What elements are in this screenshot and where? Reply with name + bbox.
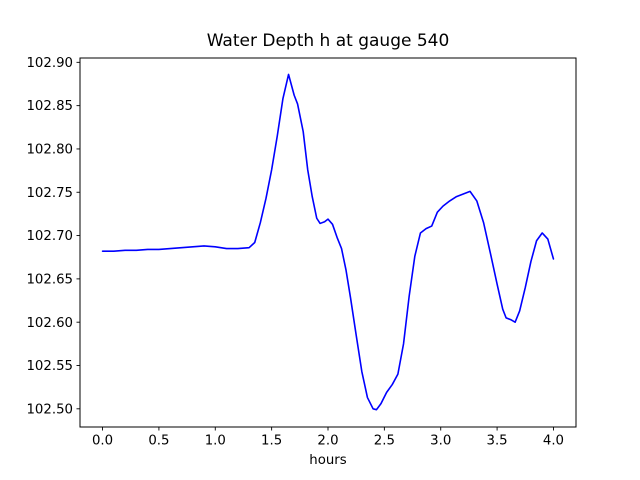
y-tick-label: 102.85 bbox=[26, 99, 73, 114]
x-tick-label: 3.5 bbox=[487, 434, 508, 449]
depth-line bbox=[101, 73, 555, 411]
x-tick-label: 0.0 bbox=[92, 434, 113, 449]
chart-title: Water Depth h at gauge 540 bbox=[207, 31, 450, 51]
plot-area: 0.0 0.5 1.0 1.5 2.0 2.5 3.0 3.5 4.0 102.50 102.55 1… bbox=[26, 56, 564, 449]
x-tick-label: 0.5 bbox=[148, 434, 169, 449]
x-tick-label: 1.5 bbox=[261, 434, 282, 449]
y-tick-label: 102.90 bbox=[26, 56, 73, 71]
y-tick-label: 102.75 bbox=[26, 186, 73, 201]
y-tick-label: 102.60 bbox=[26, 316, 73, 331]
plot-border bbox=[79, 57, 577, 428]
x-tick-label: 4.0 bbox=[543, 434, 564, 449]
x-tick-label: 1.0 bbox=[205, 434, 226, 449]
x-tick-label: 3.0 bbox=[430, 434, 451, 449]
x-tick-label: 2.5 bbox=[374, 434, 395, 449]
y-tick-label: 102.50 bbox=[26, 402, 73, 417]
y-tick-label: 102.55 bbox=[26, 359, 73, 374]
x-tick-label: 2.0 bbox=[317, 434, 338, 449]
x-axis-label: hours bbox=[309, 453, 346, 468]
y-tick-label: 102.70 bbox=[26, 229, 73, 244]
y-tick-label: 102.80 bbox=[26, 143, 73, 158]
y-tick-label: 102.65 bbox=[26, 272, 73, 287]
